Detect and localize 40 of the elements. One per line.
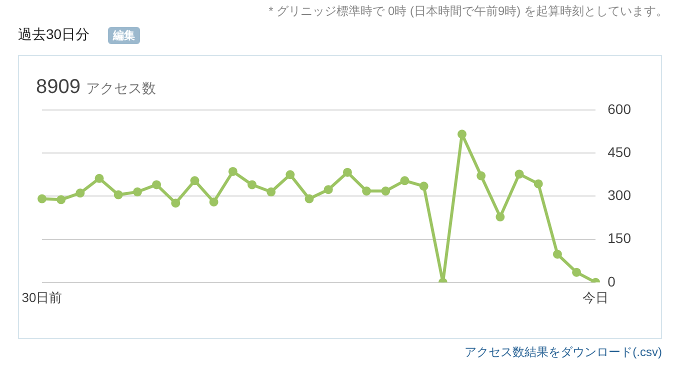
point xyxy=(458,130,467,139)
point xyxy=(362,186,372,196)
point xyxy=(38,194,46,204)
chart-subtitle: 8909 アクセス数 xyxy=(36,76,156,99)
point xyxy=(286,170,295,180)
point xyxy=(190,176,200,186)
point xyxy=(152,180,162,190)
point xyxy=(304,194,314,204)
point xyxy=(324,185,333,194)
y-tick-label: 450 xyxy=(608,144,632,160)
point xyxy=(171,198,180,208)
point xyxy=(419,182,428,191)
y-tick-label: 0 xyxy=(608,273,616,290)
point xyxy=(266,187,276,196)
point xyxy=(76,188,85,198)
text: 編集 xyxy=(108,27,140,44)
point xyxy=(114,190,123,200)
point xyxy=(572,268,582,277)
point xyxy=(132,187,142,196)
point xyxy=(400,176,410,186)
point xyxy=(534,179,543,188)
point xyxy=(514,170,524,179)
point xyxy=(476,171,486,180)
point xyxy=(228,166,238,176)
point xyxy=(56,195,66,204)
point xyxy=(209,197,218,206)
y-tick-label: 600 xyxy=(608,100,632,117)
chart-title: 過去30日分 xyxy=(18,26,90,44)
text: アクセス数結果をダウンロード(.csv) xyxy=(464,344,662,361)
y-tick-label: 150 xyxy=(608,230,632,246)
point xyxy=(496,212,505,222)
point xyxy=(94,174,104,183)
text: * グリニッジ標準時で 0時 (日本時間で午前9時) を起算時刻としています。 xyxy=(268,3,668,20)
point xyxy=(381,186,390,196)
y-tick-label: 300 xyxy=(608,187,632,204)
point xyxy=(552,250,562,259)
x-tick-label: 30日前 xyxy=(22,290,62,305)
point xyxy=(248,180,256,190)
x-tick-label: 今日 xyxy=(582,290,609,305)
point xyxy=(342,168,352,177)
